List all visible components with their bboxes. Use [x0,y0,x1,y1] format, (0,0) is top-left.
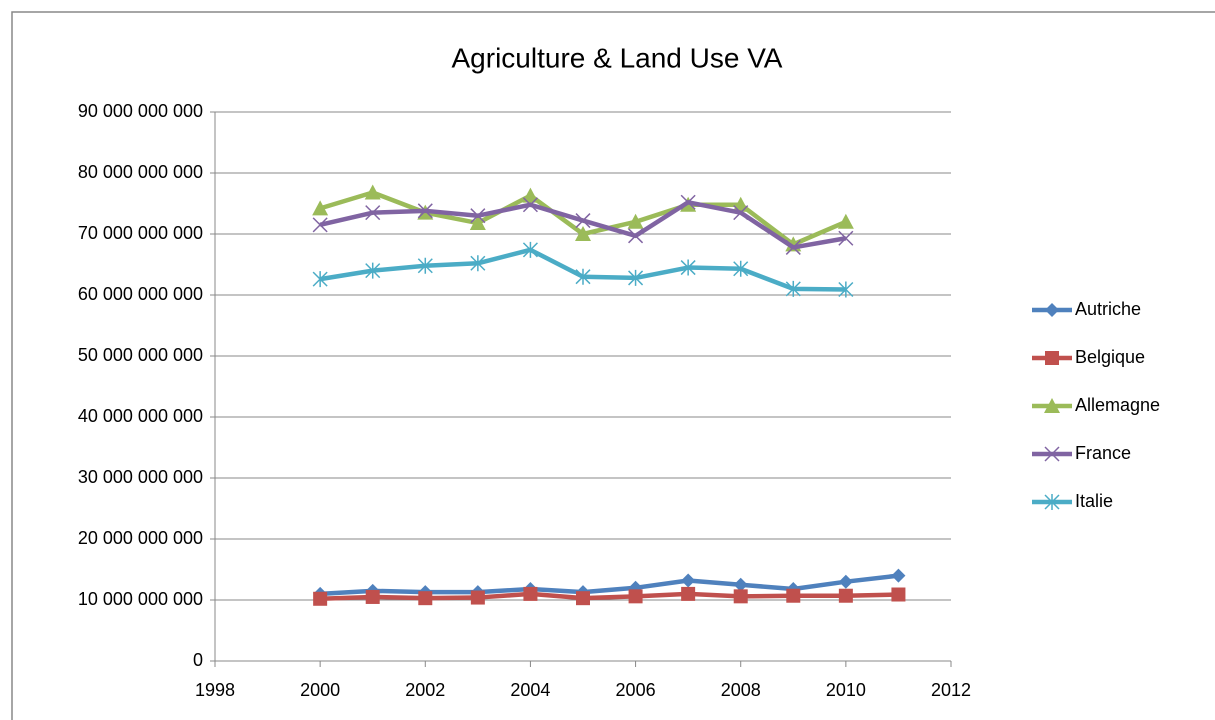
y-tick-label: 70 000 000 000 [78,223,203,243]
marker [733,260,749,277]
marker [575,226,591,241]
marker [576,591,590,606]
y-tick-label: 60 000 000 000 [78,284,203,304]
marker [522,197,538,213]
y-tick-label: 40 000 000 000 [78,406,203,426]
marker [575,268,591,285]
marker [838,574,853,589]
legend-label: France [1075,443,1131,463]
marker [1044,446,1060,462]
x-tick-label: 2000 [300,680,340,700]
x-tick-label: 2004 [510,680,550,700]
marker [1044,494,1060,510]
marker [470,208,486,224]
marker [575,213,591,229]
y-tick-label: 50 000 000 000 [78,345,203,365]
marker [1045,303,1059,317]
marker [838,588,853,603]
marker [312,217,328,233]
chart-title: Agriculture & Land Use VA [452,42,783,73]
y-tick-label: 90 000 000 000 [78,101,203,121]
marker [838,281,854,298]
marker [365,262,381,279]
marker [733,205,749,221]
marker [681,573,696,588]
x-tick-label: 2010 [826,680,866,700]
marker [733,577,748,592]
marker [469,215,486,231]
x-tick-label: 2008 [721,680,761,700]
legend-label: Allemagne [1075,395,1160,415]
marker [837,213,854,229]
marker [1045,351,1059,365]
marker [417,203,433,219]
marker [628,228,644,244]
marker [680,259,696,276]
marker [470,255,486,272]
y-tick-label: 30 000 000 000 [78,467,203,487]
marker [891,587,906,602]
marker [312,200,329,216]
marker [838,230,854,246]
marker [364,184,381,200]
marker [523,586,538,601]
y-tick-label: 0 [193,650,203,670]
x-tick-label: 2012 [931,680,971,700]
marker [313,591,328,606]
marker [365,589,380,604]
marker [786,588,801,603]
marker [312,271,328,288]
legend-label: Italie [1075,491,1113,511]
marker [417,257,433,274]
marker [681,586,696,601]
marker [522,187,539,203]
marker [785,239,801,255]
marker [470,590,485,605]
marker [733,589,748,604]
x-tick-label: 1998 [195,680,235,700]
marker [418,591,433,606]
marker [365,205,381,221]
y-tick-label: 80 000 000 000 [78,162,203,182]
marker [785,280,801,297]
marker [628,269,644,286]
marker [627,213,644,229]
chart-frame [11,11,1215,720]
legend-label: Autriche [1075,299,1141,319]
series-line [320,573,899,597]
legend-label: Belgique [1075,347,1145,367]
marker [1044,398,1060,413]
marker [522,241,538,258]
marker [891,568,906,583]
series-line [320,591,899,602]
x-tick-label: 2002 [405,680,445,700]
x-tick-label: 2006 [616,680,656,700]
y-tick-label: 10 000 000 000 [78,589,203,609]
marker [628,589,643,604]
marker [680,194,696,210]
y-tick-label: 20 000 000 000 [78,528,203,548]
